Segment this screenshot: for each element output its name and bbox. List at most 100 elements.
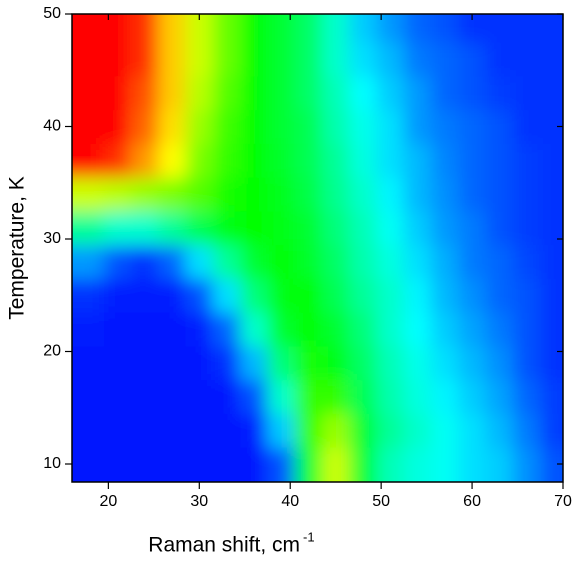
heat-cell xyxy=(212,14,241,43)
heat-cell xyxy=(349,244,378,279)
heat-cell xyxy=(322,210,350,246)
heat-cell xyxy=(212,312,241,347)
x-tick-label: 20 xyxy=(99,493,117,510)
heat-cell xyxy=(185,278,214,313)
heat-cell xyxy=(185,345,214,381)
heat-cell xyxy=(131,244,159,279)
heat-cell xyxy=(512,109,541,144)
heat-cell xyxy=(349,413,378,448)
heat-cell xyxy=(349,177,378,212)
heat-cell xyxy=(212,413,241,448)
heat-cell xyxy=(72,14,105,43)
heat-cell xyxy=(512,210,541,246)
heat-cell xyxy=(403,379,432,414)
heat-cell xyxy=(540,177,563,212)
heat-cell xyxy=(103,177,132,212)
heat-cell xyxy=(376,42,405,77)
y-tick-label: 20 xyxy=(43,343,61,360)
heat-cell xyxy=(294,14,323,43)
heat-cell xyxy=(322,413,350,448)
heat-cell xyxy=(72,75,105,111)
heat-cell xyxy=(294,177,323,212)
heat-cell xyxy=(349,379,378,414)
heat-cell xyxy=(512,42,541,77)
heat-cell xyxy=(431,244,459,279)
heat-cell xyxy=(131,379,159,414)
heat-cell xyxy=(185,312,214,347)
heat-cell xyxy=(294,244,323,279)
heat-cell xyxy=(267,210,296,246)
heat-cell xyxy=(431,447,459,482)
heat-cell xyxy=(131,312,159,347)
heat-cell xyxy=(431,312,459,347)
heat-cell xyxy=(158,312,187,347)
heat-cell xyxy=(294,379,323,414)
heat-cell xyxy=(185,42,214,77)
heat-cell xyxy=(485,345,514,381)
heat-cell xyxy=(322,447,350,482)
heat-cell xyxy=(403,278,432,313)
heat-cell xyxy=(403,143,432,178)
y-tick-label: 40 xyxy=(43,118,61,135)
heat-cell xyxy=(72,244,105,279)
heat-cell xyxy=(212,42,241,77)
heat-cell xyxy=(322,42,350,77)
heat-cell xyxy=(512,177,541,212)
heat-cell xyxy=(212,278,241,313)
heat-cell xyxy=(349,312,378,347)
heat-cell xyxy=(131,143,159,178)
heat-cell xyxy=(294,447,323,482)
heat-cell xyxy=(103,312,132,347)
heat-cell xyxy=(131,42,159,77)
x-tick-label: 60 xyxy=(463,493,481,510)
heat-cell xyxy=(103,244,132,279)
heat-cell xyxy=(267,278,296,313)
plot-frame xyxy=(71,13,564,483)
heat-cell xyxy=(294,210,323,246)
heat-cell xyxy=(103,278,132,313)
heatmap xyxy=(72,14,563,482)
heat-cell xyxy=(294,278,323,313)
heat-cell xyxy=(240,379,268,414)
heat-cell xyxy=(72,447,105,482)
heat-cell xyxy=(512,379,541,414)
heat-cell xyxy=(458,177,487,212)
heat-cell xyxy=(376,379,405,414)
heat-cell xyxy=(72,109,105,144)
heat-cell xyxy=(294,109,323,144)
heat-cell xyxy=(403,413,432,448)
heat-cell xyxy=(322,75,350,111)
heat-cell xyxy=(458,379,487,414)
heat-cell xyxy=(431,75,459,111)
heat-cell xyxy=(267,447,296,482)
heat-cell xyxy=(158,14,187,43)
heat-cell xyxy=(185,14,214,43)
heat-cell xyxy=(131,413,159,448)
heat-cell xyxy=(212,210,241,246)
heat-cell xyxy=(267,14,296,43)
heat-cell xyxy=(103,14,132,43)
heat-cell xyxy=(185,75,214,111)
heat-cell xyxy=(540,14,563,43)
heat-cell xyxy=(458,143,487,178)
heat-cell xyxy=(158,143,187,178)
heat-cell xyxy=(294,42,323,77)
heat-cell xyxy=(431,42,459,77)
heat-cell xyxy=(403,210,432,246)
heat-cell xyxy=(240,14,268,43)
heat-cell xyxy=(403,312,432,347)
heat-cell xyxy=(485,312,514,347)
y-axis-label: Temperature, K xyxy=(6,176,29,320)
heat-cell xyxy=(431,345,459,381)
heat-cell xyxy=(485,379,514,414)
heat-cell xyxy=(403,109,432,144)
heat-cell xyxy=(158,75,187,111)
heat-cell xyxy=(512,447,541,482)
heat-cell xyxy=(240,109,268,144)
heat-cell xyxy=(72,42,105,77)
heat-cell xyxy=(131,109,159,144)
heat-cell xyxy=(103,42,132,77)
heat-cell xyxy=(240,447,268,482)
heat-cell xyxy=(294,75,323,111)
